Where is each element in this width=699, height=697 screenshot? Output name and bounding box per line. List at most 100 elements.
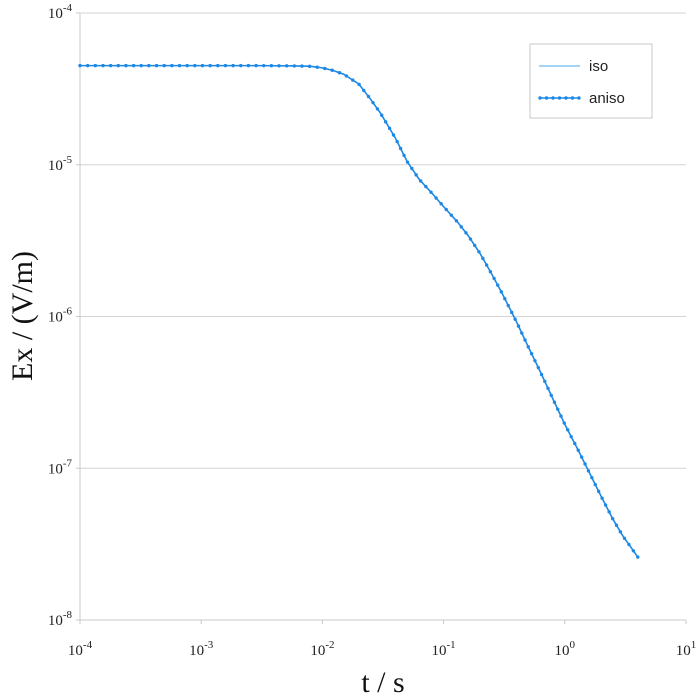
data-point xyxy=(402,153,406,158)
data-point xyxy=(108,63,113,68)
data-point xyxy=(395,139,399,144)
legend-marker xyxy=(564,96,568,100)
data-point xyxy=(569,434,573,439)
data-point xyxy=(543,379,547,384)
data-point xyxy=(131,63,136,68)
y-tick-label: 10-5 xyxy=(48,154,73,174)
data-point xyxy=(477,250,481,254)
data-point xyxy=(468,237,473,241)
data-point xyxy=(607,510,611,514)
legend-marker xyxy=(544,96,549,100)
data-point xyxy=(622,536,627,540)
y-tick-label: 10-7 xyxy=(48,457,73,477)
data-point xyxy=(101,63,105,68)
data-point xyxy=(85,63,90,68)
data-point xyxy=(147,63,151,68)
legend-marker xyxy=(551,96,555,100)
data-point xyxy=(429,190,433,194)
data-point xyxy=(383,120,388,124)
data-point xyxy=(284,64,289,68)
data-point xyxy=(391,133,396,137)
data-point xyxy=(614,523,619,527)
data-point xyxy=(439,202,443,206)
data-point xyxy=(484,263,489,267)
data-point xyxy=(516,324,521,328)
x-tick-label: 10-2 xyxy=(310,639,334,659)
data-point xyxy=(559,414,563,418)
data-point xyxy=(520,331,524,335)
x-tick-label: 100 xyxy=(555,639,576,659)
legend-item-aniso: aniso xyxy=(538,90,625,107)
data-point xyxy=(351,78,355,82)
x-tick-label: 10-1 xyxy=(432,639,456,659)
data-point xyxy=(170,63,174,68)
data-point xyxy=(246,63,251,68)
legend: iso aniso xyxy=(529,43,653,119)
data-point xyxy=(162,63,166,68)
data-point xyxy=(631,549,636,553)
y-axis-ticks: 10-8 10-7 10-6 10-5 10-4 xyxy=(48,2,80,629)
data-point xyxy=(177,63,182,68)
x-tick-label: 10-4 xyxy=(68,639,93,659)
data-point xyxy=(513,317,517,321)
data-point xyxy=(277,64,281,68)
data-point xyxy=(473,243,477,248)
data-point xyxy=(124,63,128,68)
data-point xyxy=(337,71,342,75)
data-point xyxy=(586,469,591,473)
data-point xyxy=(449,213,454,217)
data-point xyxy=(576,448,580,452)
data-point xyxy=(371,100,375,105)
legend-marker xyxy=(557,96,562,100)
data-point xyxy=(344,74,349,78)
data-point xyxy=(410,166,414,171)
data-point xyxy=(603,503,608,507)
legend-label-iso: iso xyxy=(589,58,608,75)
data-point xyxy=(300,64,304,68)
data-point xyxy=(526,345,530,349)
data-point xyxy=(627,542,631,547)
data-point xyxy=(510,310,514,315)
data-point xyxy=(116,63,120,68)
data-point xyxy=(357,82,361,87)
data-point xyxy=(93,63,98,68)
data-point xyxy=(216,63,220,68)
data-point xyxy=(539,372,544,377)
data-point xyxy=(208,63,212,68)
data-point xyxy=(503,297,507,301)
data-point xyxy=(223,63,228,68)
data-point xyxy=(239,63,243,68)
legend-label-aniso: aniso xyxy=(589,90,625,107)
data-point xyxy=(536,365,540,370)
legend-marker xyxy=(577,96,581,100)
y-axis-title: Ex / (V/m) xyxy=(6,251,39,381)
data-point xyxy=(418,179,423,183)
data-point xyxy=(323,66,327,71)
data-point xyxy=(254,63,258,68)
data-point xyxy=(366,94,371,99)
series-line-iso xyxy=(80,65,639,558)
series-layer xyxy=(78,63,640,559)
series-line-aniso xyxy=(80,64,639,558)
data-point xyxy=(292,64,297,68)
y-tick-label: 10-6 xyxy=(48,306,73,326)
data-point xyxy=(481,256,485,261)
grid-lines xyxy=(80,12,686,469)
data-point xyxy=(579,455,584,459)
data-point xyxy=(454,219,459,223)
data-point xyxy=(590,475,594,480)
data-point xyxy=(566,428,570,432)
data-point xyxy=(552,400,557,404)
data-point xyxy=(496,283,500,287)
legend-marker xyxy=(570,96,575,100)
data-point xyxy=(492,276,496,281)
data-point xyxy=(549,393,553,397)
data-point xyxy=(464,231,468,235)
data-point xyxy=(193,63,197,68)
data-point xyxy=(562,421,566,425)
legend-marker xyxy=(538,96,542,100)
x-tick-label: 101 xyxy=(676,639,697,659)
data-point xyxy=(444,207,448,212)
data-point xyxy=(398,146,403,151)
data-point xyxy=(380,113,384,117)
